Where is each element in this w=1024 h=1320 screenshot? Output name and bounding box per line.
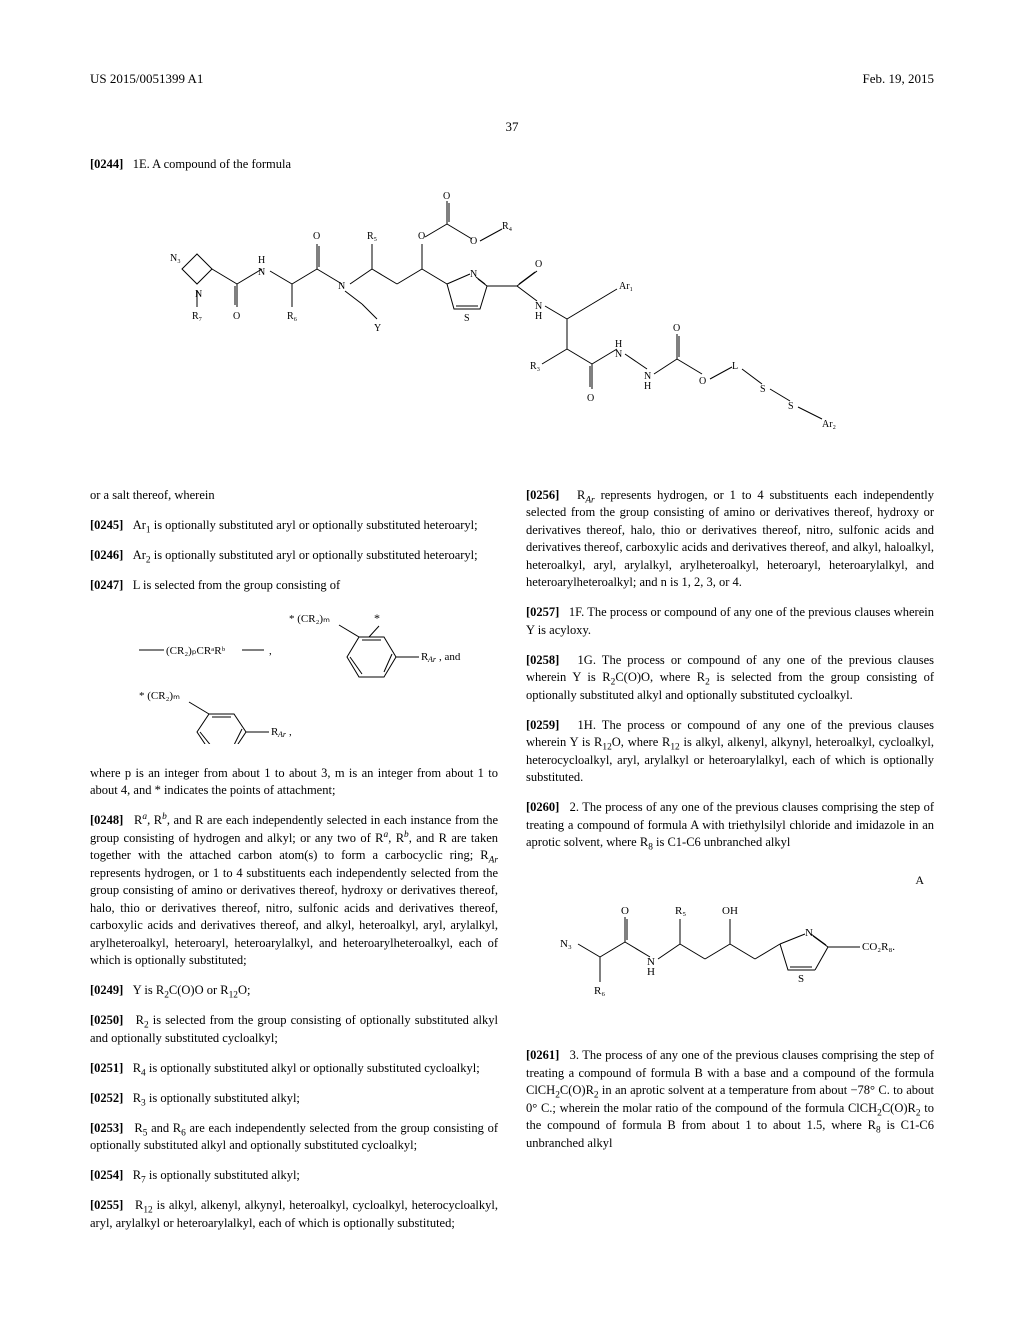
content-body: [0244] 1E. A compound of the formula N₃ …	[90, 156, 934, 1236]
para-0254: [0254] R7 is optionally substituted alky…	[90, 1167, 498, 1185]
header-left: US 2015/0051399 A1	[90, 70, 203, 88]
svg-text:L: L	[732, 361, 738, 372]
main-chemical-structure: N₃ N R₇ O H N R₆	[90, 189, 934, 455]
para-0249: [0249] Y is R2C(O)O or R12O;	[90, 982, 498, 1000]
svg-text:O: O	[535, 259, 542, 270]
svg-text:O: O	[313, 231, 320, 242]
svg-text:N: N	[338, 281, 345, 292]
svg-text:H: H	[647, 966, 655, 978]
para-0261: [0261] 3. The process of any one of the …	[526, 1047, 934, 1152]
svg-text:O: O	[443, 191, 450, 202]
para-0252: [0252] R3 is optionally substituted alky…	[90, 1090, 498, 1108]
header-right: Feb. 19, 2015	[863, 70, 935, 88]
svg-text:S: S	[464, 313, 470, 324]
svg-text:(CR₂)ₚCRᵃRᵇ: (CR₂)ₚCRᵃRᵇ	[166, 645, 226, 657]
svg-text:* (CR₂)ₘ: * (CR₂)ₘ	[289, 613, 330, 625]
svg-text:N: N	[615, 349, 622, 360]
linker-structures: (CR₂)ₚCRᵃRᵇ , * (CR₂)ₘ *	[90, 604, 498, 750]
para-0248: [0248] Ra, Rb, and R are each independen…	[90, 812, 498, 970]
para-0244: [0244] 1E. A compound of the formula	[90, 156, 934, 174]
page-header: US 2015/0051399 A1 Feb. 19, 2015	[90, 70, 934, 88]
svg-text:H: H	[535, 311, 542, 322]
svg-text:R₄: R₄	[502, 221, 513, 232]
left-column: or a salt thereof, wherein [0245] Ar1 is…	[90, 474, 498, 1236]
svg-text:N₃: N₃	[170, 253, 181, 264]
svg-text:R₅: R₅	[675, 905, 686, 917]
svg-text:Y: Y	[374, 323, 381, 334]
svg-text:, and: , and	[439, 651, 461, 663]
svg-text:R₆: R₆	[287, 311, 298, 322]
svg-text:R₇: R₇	[192, 311, 202, 322]
svg-text:*: *	[249, 741, 255, 744]
svg-text:R₅: R₅	[367, 231, 377, 242]
para-0256: [0256] RAr represents hydrogen, or 1 to …	[526, 487, 934, 592]
svg-text:Ar₂: Ar₂	[822, 419, 836, 430]
svg-text:N₃: N₃	[560, 938, 572, 950]
svg-text:H: H	[258, 255, 265, 266]
svg-text:O: O	[621, 905, 629, 917]
para-0247: [0247] L is selected from the group cons…	[90, 577, 498, 595]
svg-text:O: O	[470, 236, 477, 247]
svg-text:S: S	[788, 401, 794, 412]
svg-text:S: S	[798, 973, 804, 985]
page-number: 37	[90, 118, 934, 136]
svg-text:OH: OH	[722, 905, 738, 917]
svg-text:Ar: Ar	[277, 730, 287, 739]
svg-text:R₃: R₃	[530, 361, 540, 372]
svg-text:CO₂R₈.: CO₂R₈.	[862, 941, 895, 953]
right-column: [0256] RAr represents hydrogen, or 1 to …	[526, 474, 934, 1236]
para-0259: [0259] 1H. The process or compound of an…	[526, 717, 934, 787]
para-0258: [0258] 1G. The process or compound of an…	[526, 652, 934, 705]
svg-text:N: N	[805, 927, 813, 939]
para-0255: [0255] R12 is alkyl, alkenyl, alkynyl, h…	[90, 1197, 498, 1232]
full-width-intro: [0244] 1E. A compound of the formula N₃ …	[90, 156, 934, 454]
two-column-layout: or a salt thereof, wherein [0245] Ar1 is…	[90, 474, 934, 1236]
svg-text:*: *	[374, 611, 380, 625]
svg-text:,: ,	[289, 726, 292, 738]
formula-A-label: A	[915, 872, 924, 889]
middle-text: where p is an integer from about 1 to ab…	[90, 765, 498, 800]
svg-text:O: O	[587, 393, 594, 404]
svg-text:R₆: R₆	[594, 985, 605, 997]
svg-text:O: O	[673, 323, 680, 334]
svg-text:Ar₁: Ar₁	[619, 281, 633, 292]
after-structure-text: or a salt thereof, wherein	[90, 487, 498, 505]
svg-text:,: ,	[269, 645, 272, 657]
svg-text:O: O	[418, 231, 425, 242]
para-0257: [0257] 1F. The process or compound of an…	[526, 604, 934, 639]
para-0260: [0260] 2. The process of any one of the …	[526, 799, 934, 852]
svg-text:S: S	[760, 384, 766, 395]
svg-text:H: H	[644, 381, 651, 392]
para-0253: [0253] R5 and R6 are each independently …	[90, 1120, 498, 1155]
svg-text:* (CR₂)ₘ: * (CR₂)ₘ	[139, 690, 180, 702]
svg-text:N: N	[258, 267, 265, 278]
para-0251: [0251] R4 is optionally substituted alky…	[90, 1060, 498, 1078]
svg-text:O: O	[699, 376, 706, 387]
para-0245: [0245] Ar1 is optionally substituted ary…	[90, 517, 498, 535]
svg-text:N: N	[195, 289, 202, 300]
svg-text:O: O	[233, 311, 240, 322]
para-0246: [0246] Ar2 is optionally substituted ary…	[90, 547, 498, 565]
formula-A-structure: A N₃ R₆ O N H	[526, 892, 934, 1008]
svg-text:Ar: Ar	[427, 655, 437, 664]
para-0250: [0250] R2 is selected from the group con…	[90, 1012, 498, 1047]
svg-text:N: N	[470, 269, 477, 280]
